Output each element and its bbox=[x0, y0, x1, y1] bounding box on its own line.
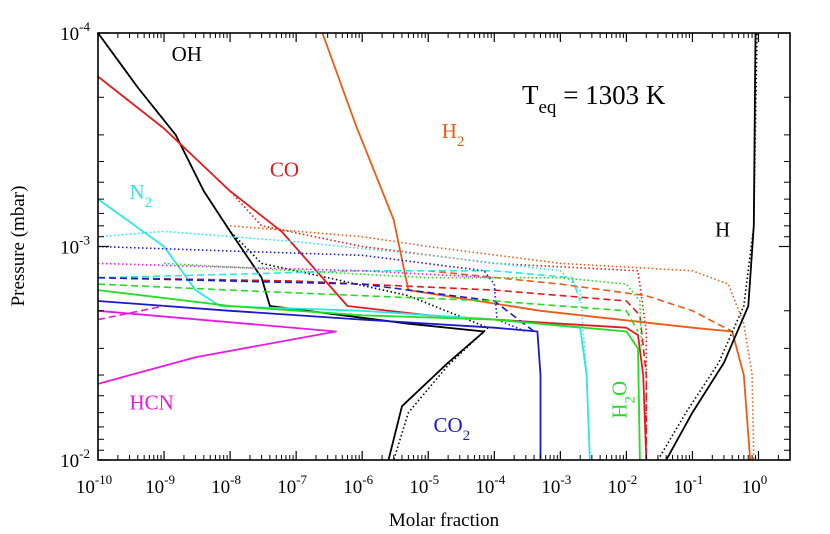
x-tick-label: 10-6 bbox=[343, 472, 373, 498]
x-tick-label: 10-5 bbox=[409, 472, 439, 498]
x-tick-label: 100 bbox=[742, 472, 768, 498]
series-label-co: CO bbox=[270, 157, 299, 181]
series-n2-dotted-line bbox=[98, 230, 588, 376]
series-label-n2: N2 bbox=[130, 180, 153, 211]
x-tick-label: 10-2 bbox=[607, 472, 637, 498]
series-n2-solid-line bbox=[98, 198, 591, 460]
series-co-dashed-line bbox=[98, 276, 648, 460]
x-axis-title: Molar fraction bbox=[389, 510, 500, 531]
series-h2o-dashed-line bbox=[98, 283, 639, 332]
y-tick-label: 10-2 bbox=[60, 446, 90, 472]
x-tick-label: 10-3 bbox=[541, 472, 571, 498]
temperature-annotation-sub: eq bbox=[539, 97, 557, 118]
x-tick-label: 10-8 bbox=[211, 472, 241, 498]
series-h2-dashed-line bbox=[428, 270, 733, 333]
series-n2-dashed-line bbox=[98, 270, 581, 302]
series-label-h2o: H2O bbox=[607, 381, 638, 419]
series-co2-dotted-line bbox=[98, 245, 527, 333]
x-tick-label: 10-9 bbox=[145, 472, 175, 498]
series-hcn-dashed-line bbox=[98, 305, 165, 321]
ticks-layer bbox=[97, 32, 790, 461]
temperature-annotation: Teq = 1303 K bbox=[522, 80, 666, 118]
x-tick-label: 10-10 bbox=[76, 472, 112, 498]
series-h2-solid-line bbox=[321, 33, 752, 460]
y-tick-label: 10-4 bbox=[60, 19, 90, 45]
x-tick-label: 10-1 bbox=[674, 472, 704, 498]
y-tick-label: 10-3 bbox=[60, 233, 90, 259]
plot-frame bbox=[97, 32, 791, 461]
series-label-hcn: HCN bbox=[130, 390, 174, 414]
series-h2o-solid-line bbox=[98, 289, 641, 460]
series-h2-dotted-line bbox=[230, 225, 755, 460]
series-hcn-solid-line bbox=[98, 309, 337, 385]
series-label-h: H bbox=[715, 218, 730, 242]
series-co-dotted-line bbox=[98, 75, 648, 460]
series-layer bbox=[98, 33, 758, 460]
temperature-annotation-base: T bbox=[522, 80, 539, 110]
y-axis-title: Pressure (mbar) bbox=[8, 186, 29, 307]
series-h-dotted-line bbox=[657, 33, 758, 460]
x-tick-label: 10-7 bbox=[277, 472, 307, 498]
series-h2o-dotted-line bbox=[163, 262, 643, 349]
series-oh-dotted-line bbox=[98, 33, 489, 460]
series-co2-solid-line bbox=[98, 300, 542, 460]
labels-layer: 10-10 10-9 10-8 10-7 10-6 10-5 10-4 10-3 10-2 10-… bbox=[60, 19, 767, 498]
series-h-solid-line bbox=[665, 33, 757, 460]
series-label-h2: H2 bbox=[442, 119, 465, 150]
series-label-oh: OH bbox=[172, 42, 202, 66]
temperature-annotation-rest: = 1303 K bbox=[556, 80, 665, 110]
x-tick-label: 10-4 bbox=[475, 472, 505, 498]
series-co2-dashed-line bbox=[98, 276, 535, 333]
series-label-co2: CO2 bbox=[433, 413, 470, 444]
